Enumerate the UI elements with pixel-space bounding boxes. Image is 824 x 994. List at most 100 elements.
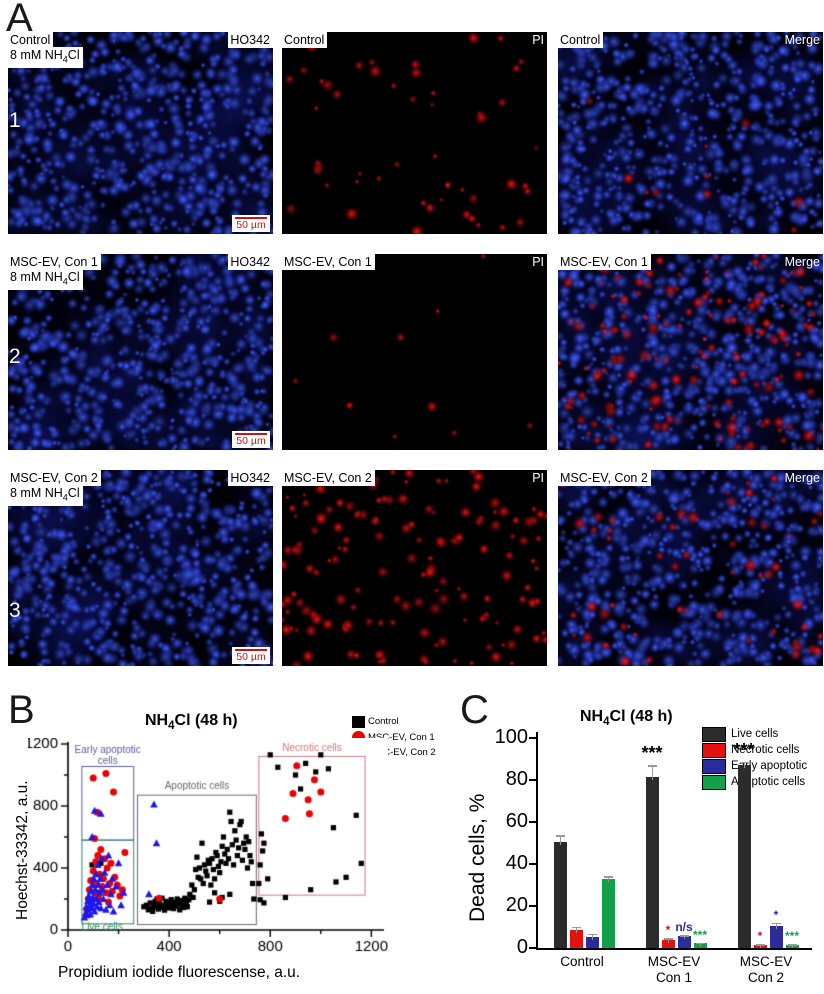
panel-b-xlabel: Propidium iodide fluorescense, a.u. [58,964,301,981]
bar-live-cells-group3 [737,765,751,948]
legend-label: MSC-EV, Con 1 [368,731,435,743]
panel-b-letter: B [8,688,35,732]
micrograph-row1-merge: Control Merge [558,32,823,234]
bar-plot-area: 0 20 40 60 80 100 Control *** * n/s *** MSC-EV Con 1… [440,690,824,994]
scale-bar-line [235,217,267,219]
legend-label: Control [368,716,399,727]
panel-a-microscopy: A Control 8 mM NH4Cl 1 50 µm HO342 Control PI C… [6,0,823,666]
error-bar [651,765,653,781]
y-axis-tick-label: 20 [505,894,528,916]
micrograph-condition-label: MSC-EV, Con 1 [282,254,375,270]
error-bar [683,935,685,940]
error-bar-cap [756,944,765,946]
micrograph-condition-label: Control [558,32,604,48]
significance-marker: *** [733,739,755,760]
scale-bar-line [235,649,267,651]
panel-c-title: NH4Cl (48 h) [580,708,673,728]
micrograph-channel-label: PI [532,255,544,269]
color-swatch-icon [702,774,726,790]
micrograph-row-number: 1 [9,109,21,132]
scale-bar: 50 µm [232,647,270,664]
y-axis-tick [529,737,537,739]
micrograph-row2-pi: MSC-EV, Con 1 PI [282,254,547,450]
x-axis-category-label: MSC-EV [647,954,701,969]
micrograph-channel-label: PI [532,471,544,485]
bar-live-cells-group1 [553,841,567,948]
significance-marker: * [665,923,671,938]
panel-c-title-sub: 4 [603,716,610,729]
color-swatch-icon [702,758,726,774]
error-bar-cap [740,761,749,764]
error-bar [743,761,745,769]
scatter-plot-canvas [28,738,388,958]
micrograph-image [558,32,823,234]
y-axis-tick [529,863,537,865]
scale-bar: 50 µm [232,215,270,232]
scale-bar: 50 µm [232,431,270,448]
error-bar-cap [696,942,705,945]
panel-c-letter: C [460,688,489,732]
legend-label: Necrotic cells [731,744,800,756]
bar-early-apoptotic-group3 [769,925,783,948]
micrograph-condition-label: Control [8,32,54,48]
error-bar-cap [680,935,689,937]
micrograph-channel-label: HO342 [228,32,273,48]
error-bar-cap [772,922,781,925]
y-axis-tick [529,779,537,781]
color-swatch-icon [702,726,726,742]
significance-marker: n/s [675,920,693,935]
error-bar-cap [648,765,657,767]
micrograph-condition-label: MSC-EV, Con 2 [8,470,101,486]
x-axis-category-sublabel: Con 1 [655,970,693,985]
error-bar [575,926,577,933]
micrograph-image [282,470,547,666]
micrograph-row3-pi: MSC-EV, Con 2 PI [282,470,547,666]
panel-c-title-post: Cl (48 h) [609,708,673,725]
y-axis-tick [529,905,537,907]
legend-item-control: Control [352,716,436,728]
y-axis-tick-label: 0 [516,936,528,958]
y-axis-tick-label: 100 [494,726,528,748]
y-axis-tick [529,947,537,949]
legend-item-live-cells: Live cells [702,726,807,742]
legend-label: MSC-EV, Con 2 [369,747,436,758]
micrograph-channel-label: HO342 [228,254,273,270]
legend-item-necrotic-cells: Necrotic cells [702,742,807,758]
bar-early-apoptotic-group2 [677,936,691,948]
micrograph-row1-pi: Control PI [282,32,547,234]
error-bar [667,938,669,943]
micrograph-image [282,32,547,234]
scale-bar-line [235,433,267,435]
y-axis-tick [529,821,537,823]
micrograph-channel-label: Merge [784,255,820,269]
micrograph-image [558,470,823,666]
micrograph-row-number: 3 [9,599,21,622]
micrograph-image [282,254,547,450]
panel-a-letter: A [6,0,33,40]
y-axis-tick-label: 80 [505,768,528,790]
panel-b-title-pre: NH [145,712,169,729]
error-bar [775,922,777,929]
micrograph-row-number: 2 [9,345,21,368]
bar-necrotic-cells-group2 [661,940,675,948]
bar-apoptotic-cells-group1 [601,878,615,948]
micrograph-channel-label: Merge [784,33,820,47]
panel-b-title: NH4Cl (48 h) [145,712,238,732]
error-bar-cap [788,944,797,946]
error-bar-cap [604,876,613,878]
error-bar [759,944,761,949]
error-bar [791,944,793,948]
scale-bar-label: 50 µm [236,219,266,231]
micrograph-image [558,254,823,450]
significance-marker: *** [784,929,799,944]
panel-b-title-sub: 4 [168,720,175,733]
bar-live-cells-group2 [645,777,659,948]
panel-b-title-post: Cl (48 h) [174,712,238,729]
panel-c-legend: Live cells Necrotic cells Early apoptoti… [702,726,807,790]
error-bar [591,933,593,940]
error-bar [607,876,609,882]
micrograph-condition-label: MSC-EV, Con 1 [558,254,651,270]
scale-bar-label: 50 µm [236,435,266,447]
bar-early-apoptotic-group1 [585,936,599,948]
